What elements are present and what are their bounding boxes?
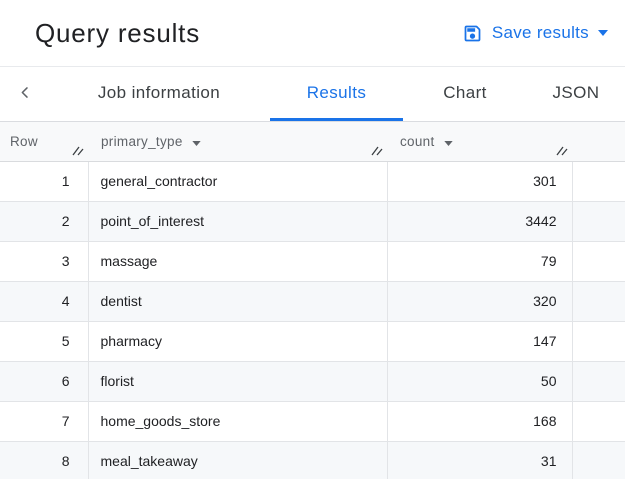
back-button[interactable] (0, 67, 48, 121)
caret-down-icon[interactable] (191, 134, 201, 149)
tab-job-information[interactable]: Job information (48, 67, 270, 121)
cell-primary-type[interactable]: pharmacy (88, 321, 388, 362)
table-row: 3 massage 79 (0, 241, 625, 282)
resize-handle-icon[interactable] (71, 143, 85, 156)
save-icon (462, 23, 483, 44)
page-title: Query results (35, 17, 201, 48)
row-number: 5 (0, 321, 89, 362)
column-label: Row (10, 133, 38, 149)
tab-label: Results (306, 82, 367, 102)
save-results-label: Save results (491, 23, 589, 42)
row-number: 7 (0, 401, 89, 442)
caret-down-icon (598, 30, 608, 36)
cell-extra (572, 201, 625, 242)
resize-handle-icon[interactable] (555, 143, 569, 156)
table-row: 2 point_of_interest 3442 (0, 201, 625, 242)
column-header-row: Row (0, 122, 88, 162)
cell-primary-type[interactable]: florist (88, 361, 388, 402)
cell-count[interactable]: 31 (387, 441, 573, 479)
tab-label: JSON (552, 82, 600, 102)
results-table-body: 1 general_contractor 301 2 point_of_inte… (0, 161, 625, 479)
chevron-left-icon (16, 84, 33, 104)
row-number: 8 (0, 441, 89, 479)
cell-count[interactable]: 79 (387, 241, 573, 282)
table-row: 5 pharmacy 147 (0, 321, 625, 362)
cell-primary-type[interactable]: general_contractor (88, 161, 388, 202)
column-label: count (400, 133, 435, 149)
row-number: 2 (0, 201, 89, 242)
cell-primary-type[interactable]: home_goods_store (88, 401, 388, 442)
cell-extra (572, 241, 625, 282)
column-label: primary_type (101, 133, 183, 149)
table-row: 4 dentist 320 (0, 281, 625, 322)
cell-count[interactable]: 320 (387, 281, 573, 322)
cell-count[interactable]: 3442 (387, 201, 573, 242)
tab-bar: Job information Results Chart JSON (0, 67, 625, 122)
row-number: 4 (0, 281, 89, 322)
row-number: 3 (0, 241, 89, 282)
cell-primary-type[interactable]: dentist (88, 281, 388, 322)
table-row: 6 florist 50 (0, 361, 625, 402)
resize-handle-icon[interactable] (370, 143, 384, 156)
table-row: 1 general_contractor 301 (0, 161, 625, 202)
tab-json[interactable]: JSON (527, 67, 625, 121)
tab-label: Chart (443, 82, 487, 102)
cell-count[interactable]: 147 (387, 321, 573, 362)
cell-count[interactable]: 50 (387, 361, 573, 402)
cell-extra (572, 281, 625, 322)
table-row: 7 home_goods_store 168 (0, 401, 625, 442)
save-results-button[interactable]: Save results (462, 23, 608, 44)
row-number: 6 (0, 361, 89, 402)
cell-extra (572, 401, 625, 442)
cell-primary-type[interactable]: massage (88, 241, 388, 282)
cell-extra (572, 161, 625, 202)
cell-primary-type[interactable]: point_of_interest (88, 201, 388, 242)
cell-extra (572, 361, 625, 402)
results-table-header: Row primary_type (0, 122, 625, 162)
row-number: 1 (0, 161, 89, 202)
tab-results[interactable]: Results (270, 67, 403, 121)
tab-label: Job information (97, 82, 221, 102)
cell-extra (572, 321, 625, 362)
table-row: 8 meal_takeaway 31 (0, 441, 625, 479)
cell-count[interactable]: 168 (387, 401, 573, 442)
column-header-primary-type[interactable]: primary_type (88, 122, 387, 162)
column-header-extra (572, 122, 625, 162)
cell-extra (572, 441, 625, 479)
tab-chart[interactable]: Chart (403, 67, 527, 121)
column-header-count[interactable]: count (387, 122, 572, 162)
cell-count[interactable]: 301 (387, 161, 573, 202)
panel-header: Query results Save results (0, 0, 625, 67)
cell-primary-type[interactable]: meal_takeaway (88, 441, 388, 479)
results-table: Row primary_type (0, 122, 625, 479)
caret-down-icon[interactable] (443, 134, 453, 149)
